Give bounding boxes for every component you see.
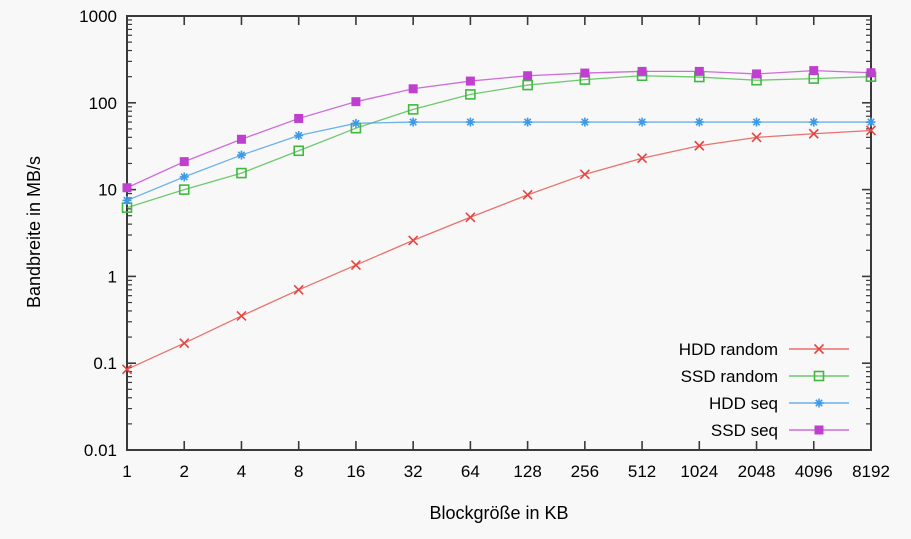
- cross-marker: [579, 169, 590, 180]
- cross-marker: [637, 153, 648, 164]
- x-tick-label: 1024: [680, 462, 718, 481]
- y-axis-title: Bandbreite in MB/s: [24, 155, 44, 309]
- open-square-marker: [813, 370, 825, 382]
- asterisk-marker: [180, 173, 188, 181]
- legend-label-hdd-random: HDD random: [679, 340, 778, 359]
- filled-square-marker: [408, 84, 418, 94]
- legend-label-hdd-seq: HDD seq: [709, 394, 778, 413]
- y-tick-label: 10: [98, 181, 117, 200]
- filled-square-marker: [465, 76, 475, 86]
- y-tick-label: 0.1: [93, 354, 117, 373]
- open-square-marker: [293, 145, 304, 157]
- asterisk-marker: [294, 131, 303, 140]
- cross-marker: [465, 212, 476, 223]
- x-tick-label: 1: [122, 462, 131, 481]
- x-tick-label: 8: [294, 462, 303, 481]
- filled-square-marker: [580, 68, 590, 78]
- series-line-hdd-random: [126, 129, 872, 370]
- filled-square-marker: [351, 97, 361, 107]
- y-tick-label: 1000: [79, 7, 117, 26]
- x-tick-label: 2048: [738, 462, 776, 481]
- filled-square-marker: [523, 71, 533, 81]
- cross-marker: [350, 260, 361, 271]
- asterisk-marker: [352, 119, 360, 128]
- x-tick-label: 8192: [852, 462, 890, 481]
- asterisk-marker: [752, 118, 761, 126]
- asterisk-marker: [523, 118, 532, 126]
- x-axis-title: Blockgröße in KB: [429, 503, 569, 523]
- filled-square-marker: [179, 157, 189, 167]
- asterisk-marker: [466, 118, 475, 126]
- asterisk-marker: [581, 118, 589, 126]
- asterisk-marker: [237, 151, 246, 159]
- filled-square-marker: [814, 425, 824, 435]
- filled-square-marker: [637, 66, 647, 76]
- filled-square-marker: [122, 183, 132, 193]
- y-tick-label: 100: [89, 94, 117, 113]
- legend-label-ssd-random: SSD random: [681, 367, 778, 386]
- y-tick-label: 0.01: [84, 441, 117, 460]
- open-square-marker: [178, 184, 190, 195]
- x-tick-label: 16: [346, 462, 365, 481]
- x-tick-label: 4: [237, 462, 246, 481]
- open-square-marker: [522, 79, 533, 91]
- open-square-marker: [465, 89, 476, 100]
- plot-border: [126, 15, 872, 451]
- x-tick-label: 256: [571, 462, 599, 481]
- filled-square-marker: [294, 113, 304, 123]
- cross-marker: [121, 364, 133, 375]
- asterisk-marker: [409, 118, 417, 126]
- y-tick-label: 1: [108, 267, 117, 286]
- filled-square-marker: [752, 69, 762, 79]
- cross-marker: [865, 125, 877, 136]
- filled-square-marker: [694, 66, 704, 76]
- asterisk-marker: [815, 399, 823, 407]
- asterisk-marker: [810, 118, 818, 126]
- cross-marker: [522, 189, 533, 200]
- cross-marker: [179, 338, 190, 349]
- asterisk-marker: [867, 118, 875, 126]
- open-square-marker: [236, 167, 247, 179]
- asterisk-marker: [638, 118, 646, 126]
- open-square-marker: [407, 104, 419, 115]
- cross-marker: [293, 284, 304, 295]
- cross-marker: [751, 132, 762, 143]
- filled-square-marker: [236, 134, 246, 144]
- series-line-ssd-seq: [126, 69, 872, 189]
- x-tick-label: 4096: [795, 462, 833, 481]
- cross-marker: [808, 128, 819, 139]
- asterisk-marker: [695, 118, 704, 126]
- x-tick-label: 512: [628, 462, 656, 481]
- filled-square-marker: [866, 68, 876, 78]
- x-tick-label: 64: [461, 462, 480, 481]
- series-line-hdd-seq: [126, 121, 871, 202]
- x-tick-label: 2: [179, 462, 188, 481]
- filled-square-marker: [809, 66, 819, 76]
- cross-marker: [408, 235, 419, 246]
- cross-marker: [694, 140, 705, 151]
- legend-label-ssd-seq: SSD seq: [711, 421, 778, 440]
- series-line-ssd-random: [126, 75, 872, 209]
- x-tick-label: 128: [513, 462, 541, 481]
- cross-marker: [813, 343, 825, 355]
- x-tick-label: 32: [404, 462, 423, 481]
- cross-marker: [236, 310, 247, 322]
- asterisk-marker: [123, 196, 131, 205]
